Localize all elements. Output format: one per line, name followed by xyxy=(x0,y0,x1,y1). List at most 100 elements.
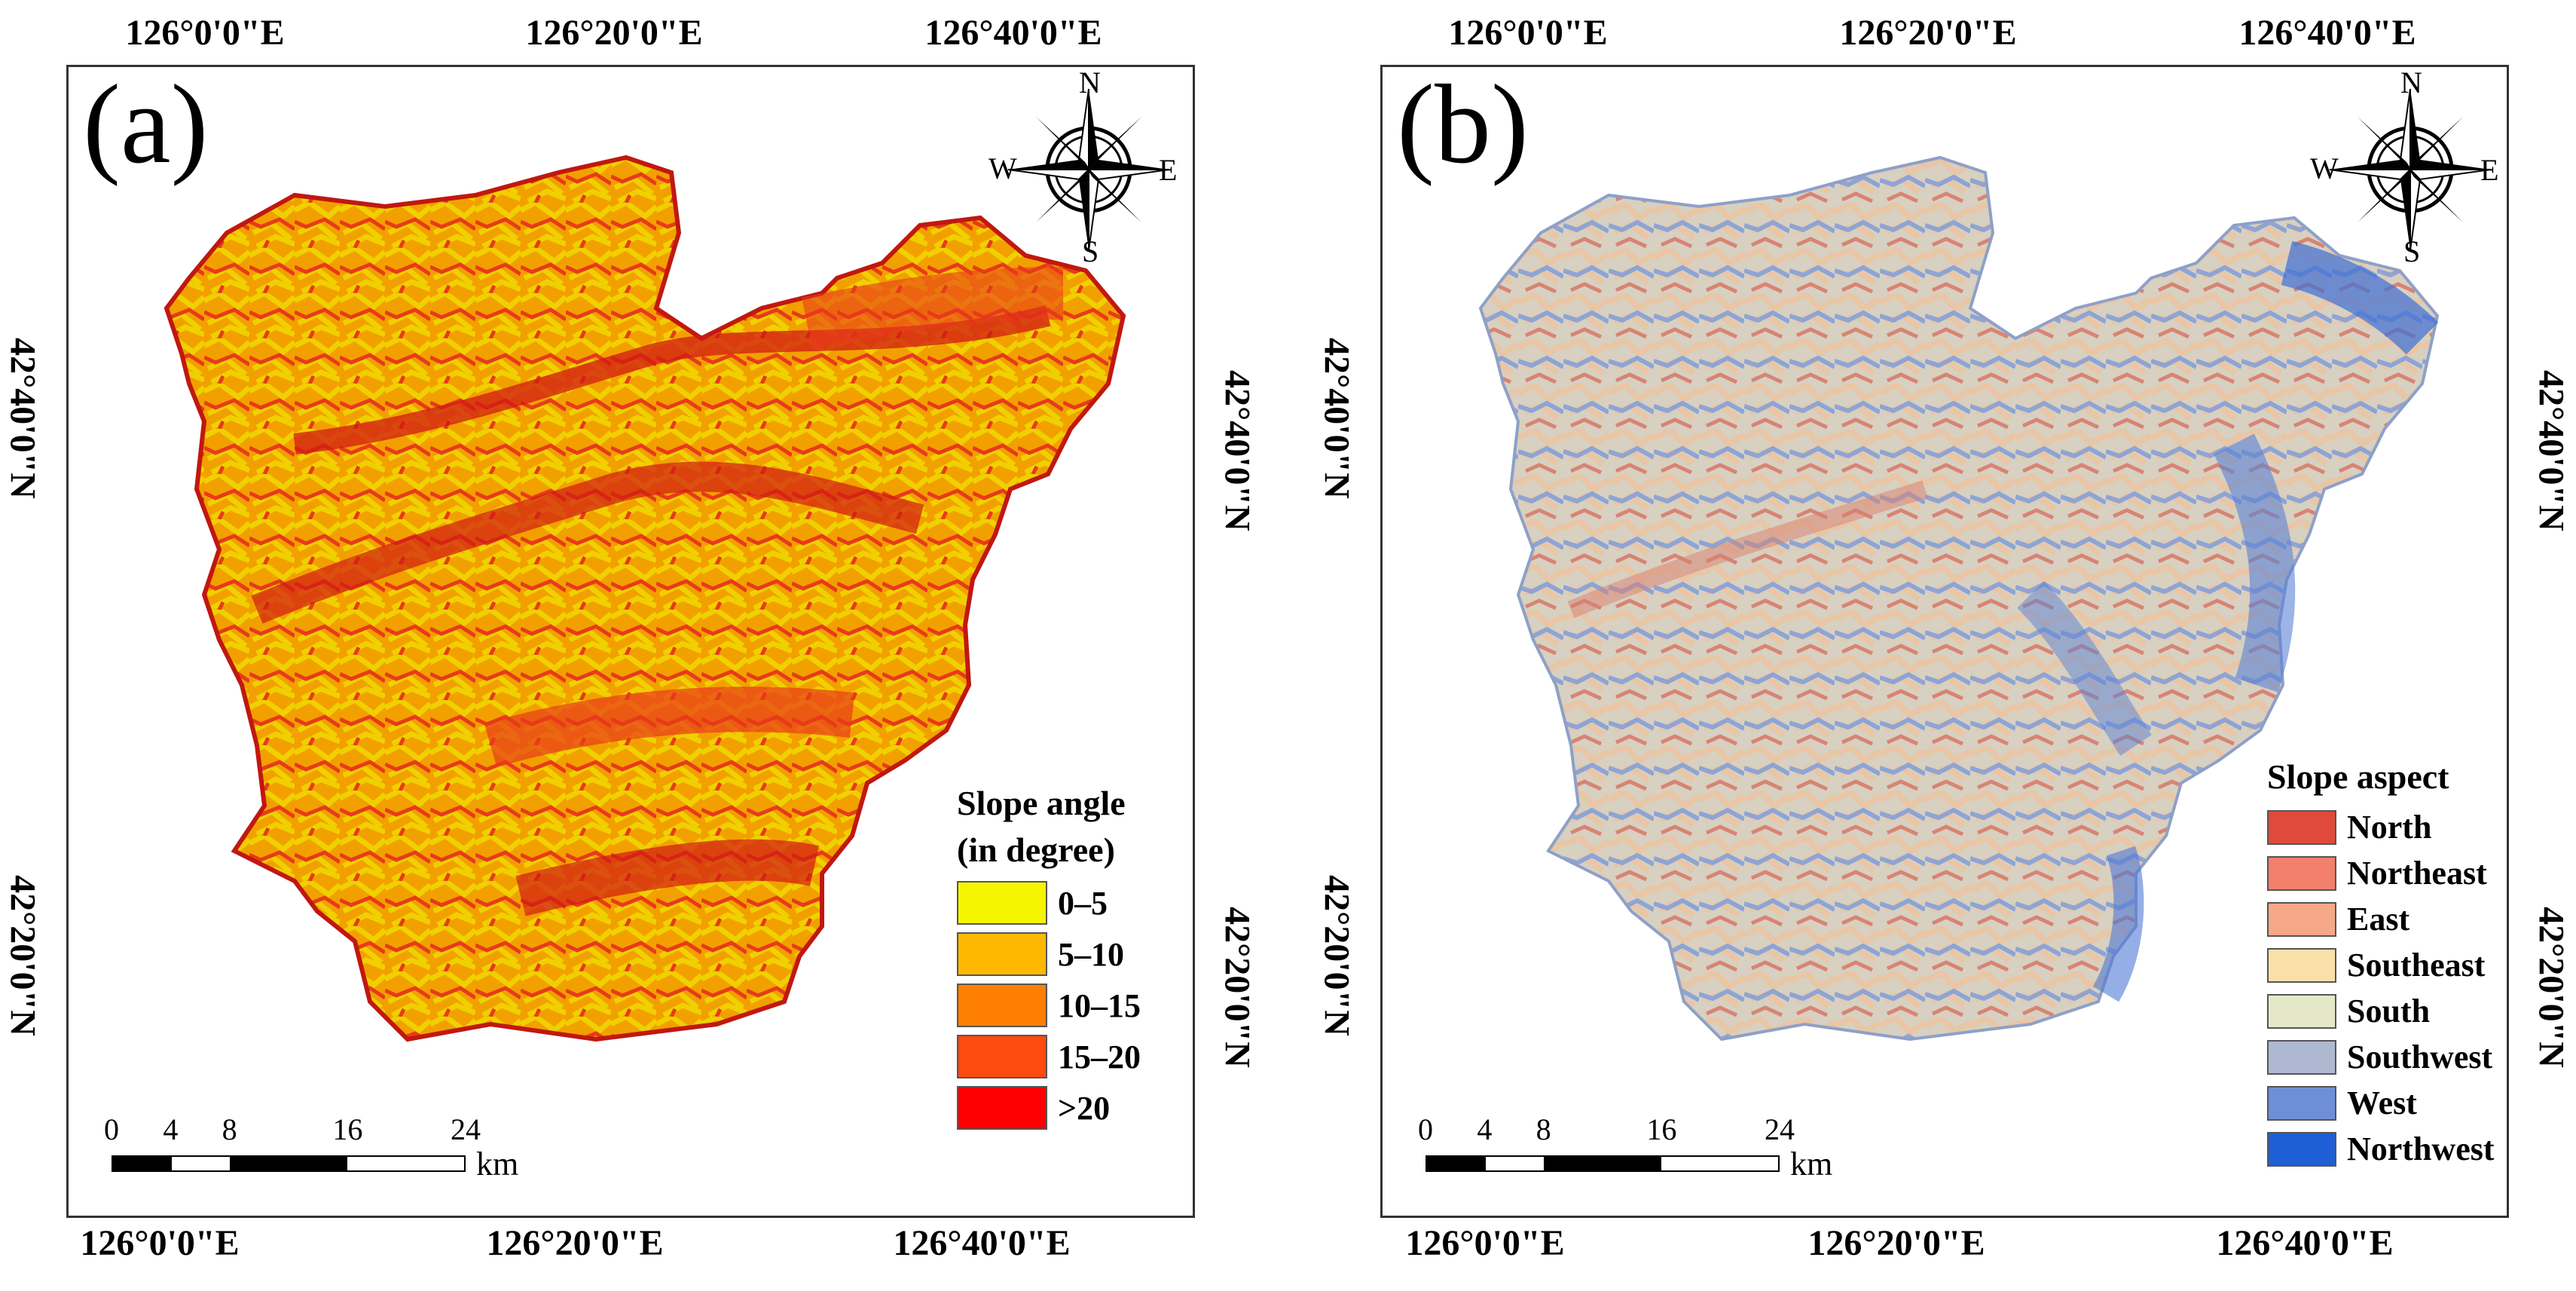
compass-s: S xyxy=(2403,234,2421,268)
scale-segment xyxy=(347,1157,464,1170)
legend-item: Southeast xyxy=(2267,946,2495,984)
bottom-tick-1: 126°0'0"E xyxy=(1405,1223,1565,1263)
scale-number: 16 xyxy=(332,1112,363,1146)
compass-n: N xyxy=(1079,66,1101,99)
legend-label: 0–5 xyxy=(1058,884,1108,922)
top-tick-2: 126°20'0"E xyxy=(525,13,703,53)
legend-item: 15–20 xyxy=(957,1035,1141,1079)
watershed-outline-a xyxy=(163,154,1126,1042)
legend-label: Northwest xyxy=(2347,1130,2495,1168)
legend-item: South xyxy=(2267,992,2495,1030)
legend-item: Northwest xyxy=(2267,1130,2495,1168)
legend-item: West xyxy=(2267,1084,2495,1122)
right-tick-1-label: 42°40'0"N xyxy=(2531,370,2571,531)
scale-bar-track xyxy=(112,1155,466,1172)
north-arrow-compass-b: N S W E xyxy=(2310,66,2504,268)
scale-unit: km xyxy=(476,1146,519,1182)
legend-swatch xyxy=(957,1035,1047,1079)
legend-label: Southwest xyxy=(2347,1039,2493,1076)
left-tick-2-label: 42°20'0"N xyxy=(2,875,43,1036)
top-tick-3: 126°40'0"E xyxy=(2238,13,2416,53)
scale-segment xyxy=(1661,1157,1778,1170)
legend-swatch xyxy=(957,932,1047,977)
legend-swatch xyxy=(957,984,1047,1028)
left-tick-1-label: 42°40'0"N xyxy=(2,338,43,499)
legend-item: 5–10 xyxy=(957,932,1141,977)
right-tick-1-label: 42°40'0"N xyxy=(1217,370,1257,531)
scale-number: 4 xyxy=(163,1112,179,1146)
watershed-outline-b xyxy=(1478,155,2440,1042)
legend-title-line-1: Slope aspect xyxy=(2267,757,2449,796)
top-tick-1: 126°0'0"E xyxy=(1448,13,1608,53)
panel-b: (b) 126°0'0"E 126°20'0"E 126°40'0"E 126°… xyxy=(1314,0,2576,1291)
scale-number: 4 xyxy=(1477,1112,1493,1146)
scale-segment xyxy=(1544,1157,1661,1170)
scale-unit: km xyxy=(1790,1146,1833,1182)
compass-rose-icon xyxy=(1007,88,1170,251)
legend-item: 0–5 xyxy=(957,881,1141,925)
legend-slope-angle: Slope angle (in degree) 0–5 5–10 10–15 15–2… xyxy=(957,780,1141,1130)
legend-item: East xyxy=(2267,900,2495,938)
legend-title-line-1: Slope angle xyxy=(957,784,1126,822)
bottom-tick-3: 126°40'0"E xyxy=(2216,1223,2394,1263)
compass-s: S xyxy=(1082,234,1099,268)
right-tick-2-label: 42°20'0"N xyxy=(1217,907,1257,1068)
compass-e: E xyxy=(2480,153,2499,187)
legend-label: >20 xyxy=(1058,1089,1111,1127)
scale-segment xyxy=(1427,1157,1486,1170)
legend-label: Northeast xyxy=(2347,855,2487,892)
left-tick-1-label: 42°40'0"N xyxy=(1316,338,1357,499)
bottom-tick-3: 126°40'0"E xyxy=(893,1223,1071,1263)
legend-swatch xyxy=(2267,947,2336,983)
legend-swatch xyxy=(2267,993,2336,1029)
panel-label-b: (b) xyxy=(1397,62,1529,187)
compass-w: W xyxy=(989,151,1017,185)
legend-label: North xyxy=(2347,809,2432,846)
legend-swatch xyxy=(2267,855,2336,891)
legend-swatch xyxy=(957,881,1047,925)
scale-segment xyxy=(230,1157,347,1170)
legend-swatch xyxy=(2267,1131,2336,1167)
panel-label-a: (a) xyxy=(83,62,209,187)
legend-title-line-2: (in degree) xyxy=(957,831,1115,870)
legend-swatch xyxy=(2267,1039,2336,1075)
legend-slope-aspect: Slope aspect North Northeast East Southeast… xyxy=(2267,754,2495,1168)
scale-bar-b: 0 4 8 16 24 km xyxy=(1418,1112,1847,1202)
north-arrow-compass-a: N S W E xyxy=(989,66,1183,268)
legend-swatch xyxy=(957,1086,1047,1130)
compass-n: N xyxy=(2400,66,2422,99)
panel-a: (a) 126°0'0"E 126°20'0"E 126°40'0"E 126°… xyxy=(2,13,1257,1263)
top-tick-3: 126°40'0"E xyxy=(924,13,1102,53)
watershed-region-b xyxy=(1478,155,2440,1042)
legend-item: Southwest xyxy=(2267,1038,2495,1076)
legend-swatch xyxy=(2267,809,2336,845)
scale-bar-track xyxy=(1426,1155,1780,1172)
legend-label: Southeast xyxy=(2347,947,2486,984)
legend-swatch xyxy=(2267,901,2336,937)
legend-label: 10–15 xyxy=(1058,987,1141,1024)
legend-label: 5–10 xyxy=(1058,935,1124,973)
scale-segment xyxy=(1485,1157,1545,1170)
scale-number: 24 xyxy=(451,1112,481,1146)
legend-label: 15–20 xyxy=(1058,1038,1141,1075)
scale-bar-a: 0 4 8 16 24 km xyxy=(104,1112,533,1202)
scale-number: 0 xyxy=(104,1112,119,1146)
top-tick-1: 126°0'0"E xyxy=(125,13,285,53)
top-tick-2: 126°20'0"E xyxy=(1839,13,2017,53)
bottom-tick-2: 126°20'0"E xyxy=(1807,1223,1985,1263)
map-frame-b xyxy=(1380,65,2509,1218)
scale-number: 8 xyxy=(222,1112,237,1146)
map-frame-a xyxy=(66,65,1195,1218)
legend-items: 0–5 5–10 10–15 15–20 >20 xyxy=(957,881,1141,1130)
compass-rose-icon xyxy=(2329,88,2492,251)
scale-segment xyxy=(113,1157,172,1170)
compass-e: E xyxy=(1159,153,1178,187)
scale-segment xyxy=(171,1157,231,1170)
scale-number: 8 xyxy=(1536,1112,1551,1146)
legend-label: South xyxy=(2347,993,2431,1030)
compass-w: W xyxy=(2310,151,2339,185)
watershed-region-a xyxy=(163,154,1126,1042)
legend-item: >20 xyxy=(957,1086,1141,1130)
legend-swatch xyxy=(2267,1085,2336,1121)
right-tick-2-label: 42°20'0"N xyxy=(2531,907,2571,1068)
